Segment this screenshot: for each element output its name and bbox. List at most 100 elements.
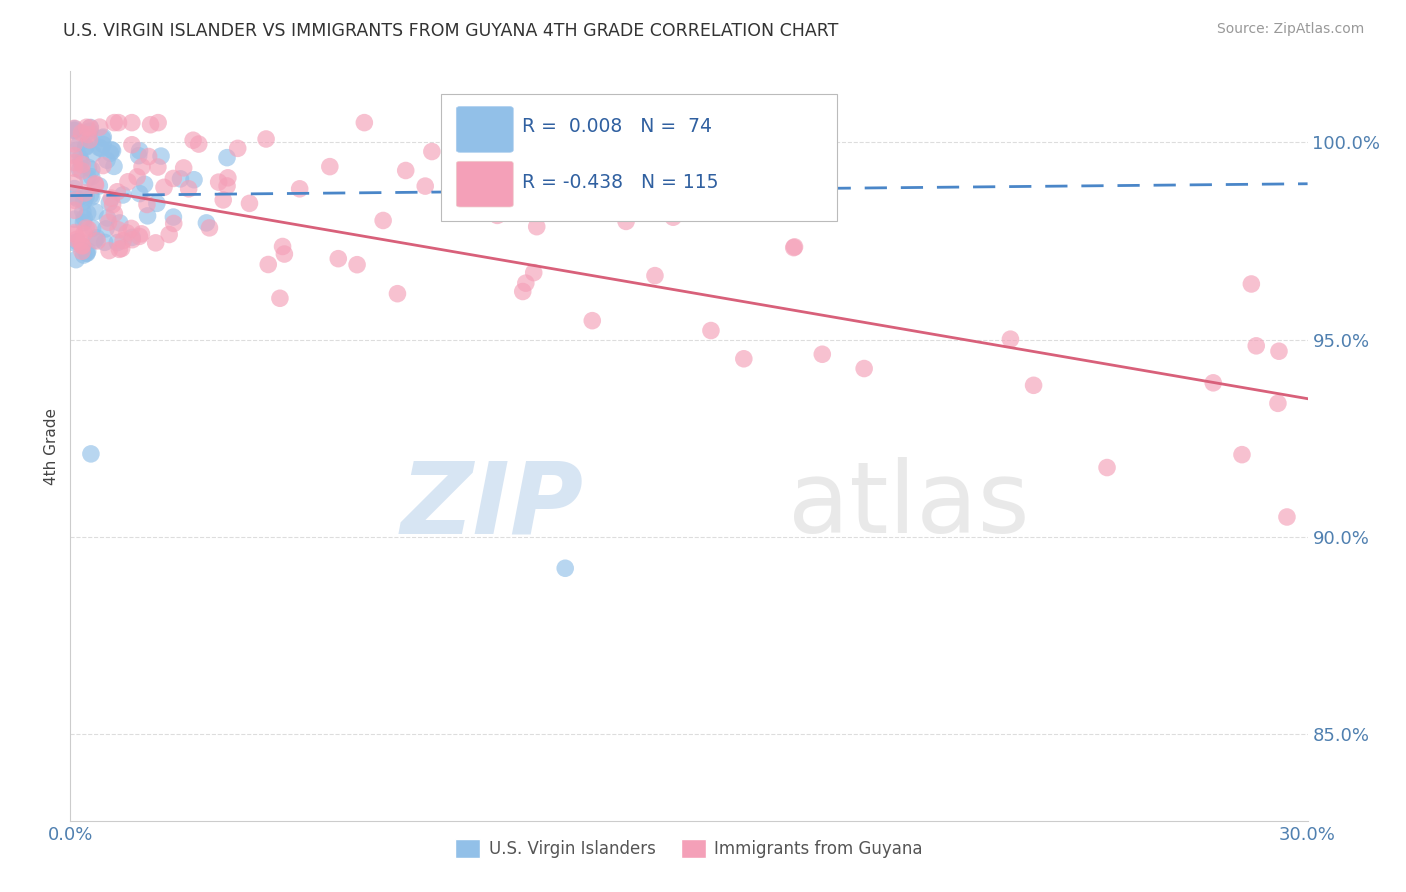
Point [215,151,238,165]
Point [101,144,124,158]
Point [346,258,368,272]
Point [69,162,91,177]
Point [117,175,139,189]
Point [121,233,143,247]
Point [127,169,149,184]
Point [101,197,124,211]
Point [195,216,218,230]
Legend: U.S. Virgin Islanders, Immigrants from Guyana: U.S. Virgin Islanders, Immigrants from G… [449,833,929,864]
Point [94,222,117,236]
Point [181,133,204,147]
Point [512,285,534,299]
Point [271,239,294,253]
Point [212,193,235,207]
Point [115,226,138,240]
Point [77,128,100,142]
Point [63,212,86,227]
Point [121,137,143,152]
Point [157,227,180,242]
Point [128,186,150,201]
Point [63,155,86,169]
Point [373,213,395,227]
Point [91,137,114,152]
Point [215,178,238,193]
Point [554,561,576,575]
Point [65,252,87,267]
Point [89,120,111,135]
Point [79,120,101,135]
Text: Source: ZipAtlas.com: Source: ZipAtlas.com [1216,22,1364,37]
Point [69,151,91,165]
Point [150,149,173,163]
Point [91,130,114,145]
Point [146,160,169,174]
Point [131,227,153,241]
Point [146,196,169,211]
Point [70,164,93,178]
Point [120,221,142,235]
Point [662,211,685,225]
Point [1000,332,1022,346]
Point [82,146,104,161]
Point [111,188,134,202]
Point [811,347,834,361]
Point [105,185,128,199]
Text: R =  0.008   N =  74: R = 0.008 N = 74 [522,117,711,136]
Point [105,235,128,250]
Point [1095,460,1118,475]
Point [107,115,129,129]
Point [523,266,546,280]
Point [1240,277,1263,291]
Point [83,233,105,247]
Point [103,160,125,174]
Point [70,126,93,140]
Point [198,220,221,235]
Point [63,227,86,242]
Point [138,149,160,163]
Point [75,139,97,153]
Point [77,222,100,236]
Point [63,123,86,137]
Point [63,161,86,176]
Point [134,178,156,192]
Point [73,211,96,225]
Point [1275,510,1298,524]
Point [319,160,342,174]
Point [98,146,121,161]
Point [75,246,97,260]
FancyBboxPatch shape [457,106,513,153]
Point [139,118,162,132]
Point [288,182,311,196]
Point [328,252,350,266]
Point [63,121,86,136]
Point [254,132,277,146]
Point [169,172,191,186]
Point [79,188,101,202]
Point [420,145,443,159]
Point [93,235,115,250]
Point [77,170,100,185]
Point [75,190,97,204]
Point [641,190,664,204]
Point [96,211,118,225]
Point [79,120,101,135]
Point [100,143,122,157]
Point [353,115,375,129]
Point [86,231,108,245]
Point [80,190,103,204]
Point [75,221,97,235]
Point [208,175,231,189]
Point [187,137,209,152]
Point [853,361,876,376]
Point [96,153,118,168]
Y-axis label: 4th Grade: 4th Grade [44,408,59,484]
Point [72,194,94,209]
Point [98,195,121,210]
Text: ZIP: ZIP [401,458,583,555]
Point [162,171,184,186]
Point [413,179,436,194]
Point [103,207,125,221]
Text: U.S. VIRGIN ISLANDER VS IMMIGRANTS FROM GUYANA 4TH GRADE CORRELATION CHART: U.S. VIRGIN ISLANDER VS IMMIGRANTS FROM … [63,22,838,40]
Point [63,181,86,195]
Text: atlas: atlas [787,458,1029,555]
